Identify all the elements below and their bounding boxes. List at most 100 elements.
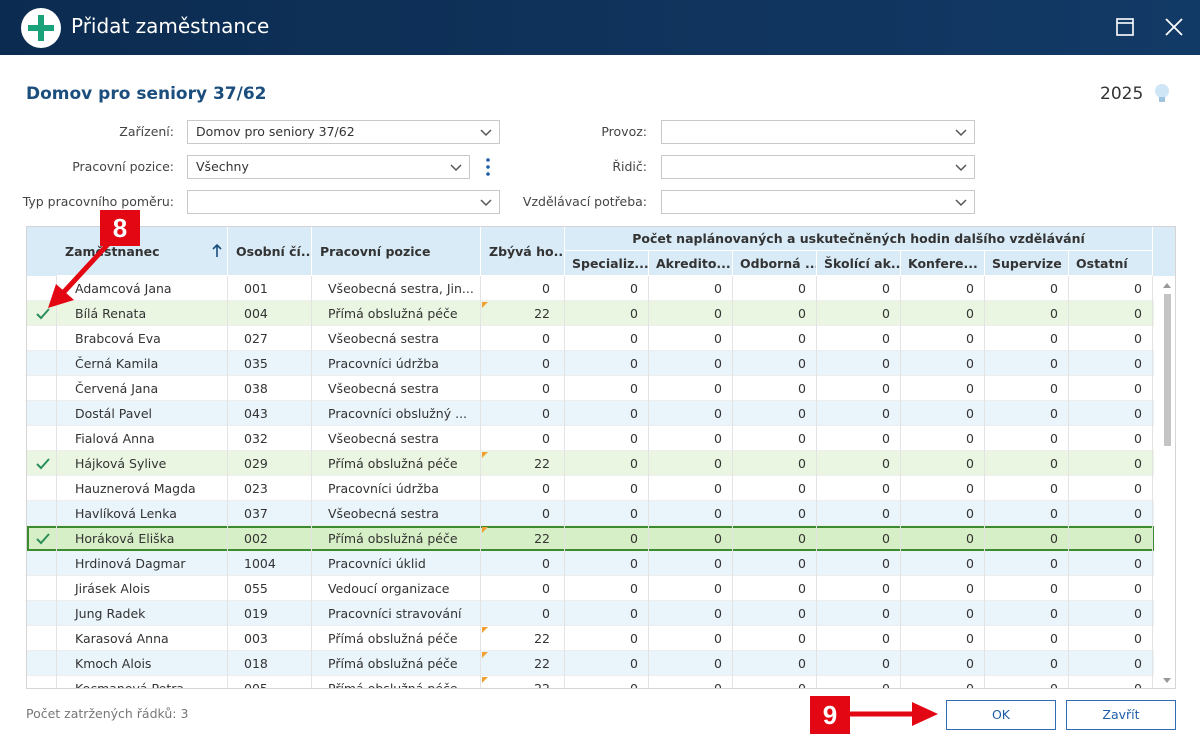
row-checkbox[interactable] — [27, 326, 57, 351]
cell-hours: 0 — [1069, 501, 1153, 526]
column-header[interactable]: Supervize — [985, 251, 1069, 276]
cell-hours: 0 — [817, 451, 901, 476]
more-menu[interactable] — [480, 156, 496, 178]
column-header[interactable]: Konfere... — [901, 251, 985, 276]
column-header[interactable]: Ostatní — [1069, 251, 1153, 276]
table-row[interactable]: Fialová Anna 032 Všeobecná sestra 0 0 0 0 0 0 0 0 — [27, 426, 1154, 451]
table-row[interactable]: Dostál Pavel 043 Pracovníci obslužný ... 0 0… — [27, 401, 1154, 426]
cell-hours: 0 — [1069, 376, 1153, 401]
column-header[interactable]: Školící ak... — [817, 251, 901, 276]
table-row[interactable]: Červená Jana 038 Všeobecná sestra 0 0 0 0 0 0 0 0 — [27, 376, 1154, 401]
row-checkbox[interactable] — [27, 426, 57, 451]
cell-hours: 0 — [817, 526, 901, 551]
row-checkbox[interactable] — [27, 626, 57, 651]
cell-remaining: 22 — [481, 676, 565, 688]
column-header[interactable]: Odborná ... — [733, 251, 817, 276]
filter-select[interactable] — [661, 120, 975, 144]
table-row[interactable]: Jirásek Alois 055 Vedoucí organizace 0 0 0 0 0 0… — [27, 576, 1154, 601]
cell-position: Vedoucí organizace — [312, 576, 481, 601]
cell-hours: 0 — [649, 301, 733, 326]
cell-remaining: 0 — [481, 601, 565, 626]
cell-position: Všeobecná sestra, Jin... — [312, 276, 481, 301]
filter-select[interactable] — [187, 190, 500, 214]
table-row[interactable]: Bílá Renata 004 Přímá obslužná péče 22 0 0 0 0 0… — [27, 301, 1154, 326]
cell-id: 003 — [228, 626, 312, 651]
table-row[interactable]: Brabcová Eva 027 Všeobecná sestra 0 0 0 0 0 0 0 0 — [27, 326, 1154, 351]
row-checkbox[interactable] — [27, 651, 57, 676]
filter-select[interactable]: Domov pro seniory 37/62 — [187, 120, 500, 144]
filter-select[interactable] — [661, 155, 975, 179]
cell-position: Pracovníci úklid — [312, 551, 481, 576]
bulb-icon[interactable] — [1152, 82, 1172, 106]
cell-hours: 0 — [985, 401, 1069, 426]
cell-hours: 0 — [649, 601, 733, 626]
column-header[interactable]: Pracovní pozice — [312, 227, 481, 276]
cell-position: Přímá obslužná péče — [312, 526, 481, 551]
cell-id: 055 — [228, 576, 312, 601]
cell-hours: 0 — [901, 376, 985, 401]
column-header[interactable]: Osobní čí... — [228, 227, 312, 276]
row-checkbox[interactable] — [27, 301, 57, 326]
cell-name: Kocmanová Petra — [57, 676, 228, 688]
table-row[interactable]: Jung Radek 019 Pracovníci stravování 0 0 0 0 0 0… — [27, 601, 1154, 626]
cell-name: Jirásek Alois — [57, 576, 228, 601]
cell-hours: 0 — [901, 601, 985, 626]
column-header[interactable]: Specializ... — [565, 251, 649, 276]
window-controls[interactable] — [1110, 12, 1190, 44]
row-checkbox[interactable] — [27, 451, 57, 476]
row-checkbox[interactable] — [27, 351, 57, 376]
table-row[interactable]: Kmoch Alois 018 Přímá obslužná péče 22 0 0 0 0 0… — [27, 651, 1154, 676]
cell-hours: 0 — [649, 676, 733, 688]
table-row[interactable]: Horáková Eliška 002 Přímá obslužná péče 22 0… — [27, 526, 1154, 551]
cell-remaining: 0 — [481, 376, 565, 401]
row-checkbox[interactable] — [27, 601, 57, 626]
table-row[interactable]: Hauznerová Magda 023 Pracovníci údržba 0 0 0 0… — [27, 476, 1154, 501]
table-row[interactable]: Karasová Anna 003 Přímá obslužná péče 22 0 0 0… — [27, 626, 1154, 651]
row-checkbox[interactable] — [27, 676, 57, 688]
close-button[interactable]: Zavřít — [1066, 700, 1176, 730]
cell-id: 019 — [228, 601, 312, 626]
table-row[interactable]: Kocmanová Petra 005 Přímá obslužná péče 22 0… — [27, 676, 1154, 688]
sort-indicator[interactable] — [211, 242, 223, 260]
cell-hours: 0 — [901, 301, 985, 326]
row-checkbox[interactable] — [27, 526, 57, 551]
filter-select[interactable]: Všechny — [187, 155, 470, 179]
cell-hours: 0 — [565, 501, 649, 526]
cell-id: 035 — [228, 351, 312, 376]
filter-label: Pracovní pozice: — [72, 159, 174, 174]
row-checkbox[interactable] — [27, 376, 57, 401]
row-checkbox[interactable] — [27, 476, 57, 501]
table-row[interactable]: Havlíková Lenka 037 Všeobecná sestra 0 0 0 0 0 0… — [27, 501, 1154, 526]
table-row[interactable]: Hájková Sylive 029 Přímá obslužná péče 22 0 0… — [27, 451, 1154, 476]
column-header[interactable]: Akredito... — [649, 251, 733, 276]
cell-hours: 0 — [565, 451, 649, 476]
callout-8: 8 — [100, 210, 140, 246]
cell-hours: 0 — [733, 476, 817, 501]
cell-hours: 0 — [733, 351, 817, 376]
cell-hours: 0 — [649, 476, 733, 501]
cell-hours: 0 — [1069, 426, 1153, 451]
scrollbar[interactable] — [1158, 276, 1175, 688]
row-checkbox[interactable] — [27, 501, 57, 526]
row-checkbox[interactable] — [27, 276, 57, 301]
note-marker — [482, 527, 488, 533]
callout-9: 9 — [810, 696, 850, 734]
cell-hours: 0 — [649, 501, 733, 526]
cell-hours: 0 — [649, 651, 733, 676]
table-row[interactable]: Hrdinová Dagmar 1004 Pracovníci úklid 0 0 0 0 0… — [27, 551, 1154, 576]
cell-hours: 0 — [565, 551, 649, 576]
cell-hours: 0 — [733, 501, 817, 526]
table-row[interactable]: Adamcová Jana 001 Všeobecná sestra, Jin...… — [27, 276, 1154, 301]
cell-hours: 0 — [1069, 351, 1153, 376]
table-row[interactable]: Černá Kamila 035 Pracovníci údržba 0 0 0 0 0 0 0 0 — [27, 351, 1154, 376]
row-checkbox[interactable] — [27, 576, 57, 601]
cell-hours: 0 — [733, 526, 817, 551]
row-checkbox[interactable] — [27, 401, 57, 426]
row-checkbox[interactable] — [27, 551, 57, 576]
cell-hours: 0 — [733, 676, 817, 688]
column-header[interactable]: Zaměstnanec — [57, 227, 228, 276]
ok-button[interactable]: OK — [946, 700, 1056, 730]
filter-select[interactable] — [661, 190, 975, 214]
cell-hours: 0 — [565, 601, 649, 626]
column-header[interactable]: Zbývá ho... — [481, 227, 565, 276]
